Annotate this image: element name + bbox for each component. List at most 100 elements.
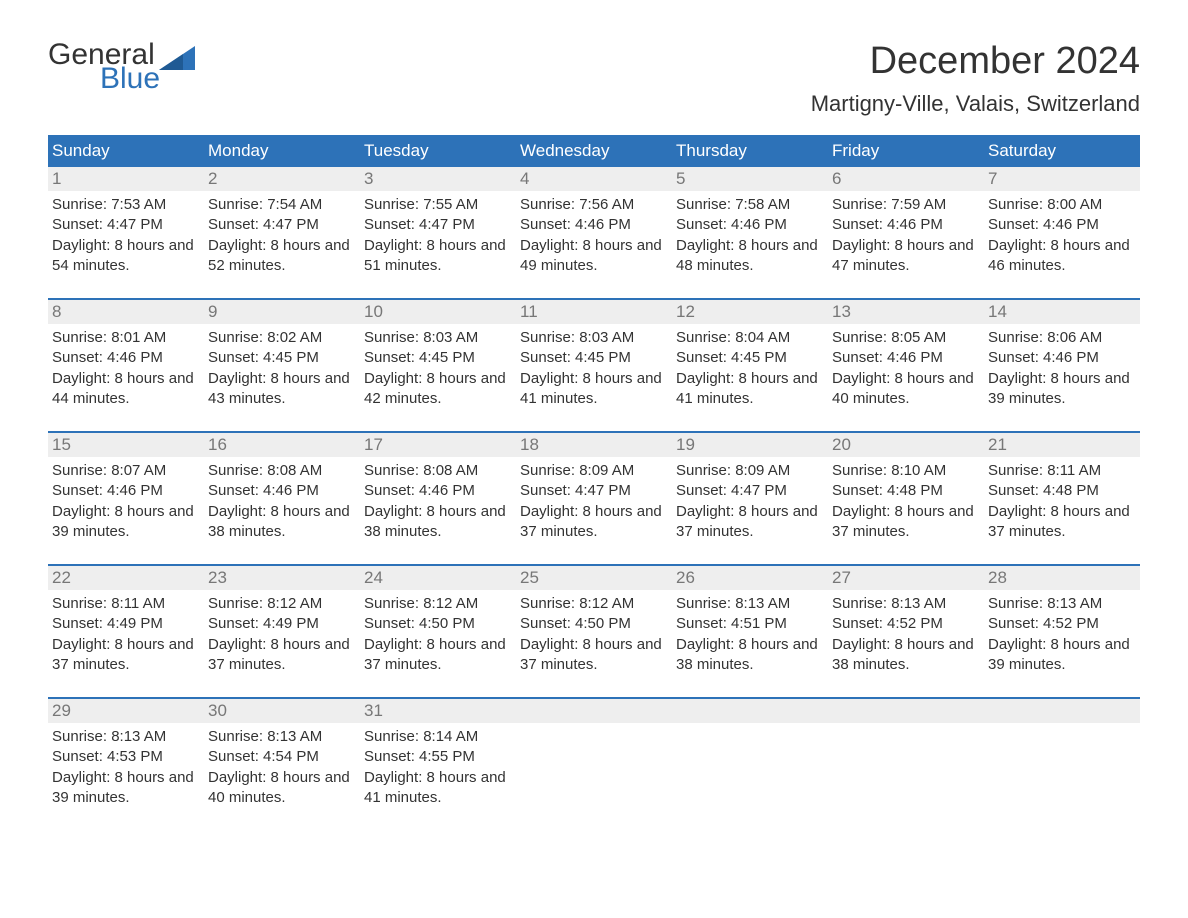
sunrise-text: Sunrise: 8:08 AM [208,461,356,481]
day-number: 18 [516,433,672,457]
day-body: Sunrise: 8:14 AMSunset: 4:55 PMDaylight:… [360,723,516,812]
daylight-text: Daylight: 8 hours and 54 minutes. [52,236,200,277]
day-cell: 9Sunrise: 8:02 AMSunset: 4:45 PMDaylight… [204,300,360,413]
day-body: Sunrise: 8:02 AMSunset: 4:45 PMDaylight:… [204,324,360,413]
day-body: Sunrise: 7:54 AMSunset: 4:47 PMDaylight:… [204,191,360,280]
day-number: 6 [828,167,984,191]
day-body: Sunrise: 8:03 AMSunset: 4:45 PMDaylight:… [360,324,516,413]
sunrise-text: Sunrise: 8:13 AM [676,594,824,614]
day-body: Sunrise: 8:05 AMSunset: 4:46 PMDaylight:… [828,324,984,413]
day-cell: 4Sunrise: 7:56 AMSunset: 4:46 PMDaylight… [516,167,672,280]
sunset-text: Sunset: 4:49 PM [52,614,200,634]
day-body: Sunrise: 8:09 AMSunset: 4:47 PMDaylight:… [516,457,672,546]
sunset-text: Sunset: 4:47 PM [676,481,824,501]
sunrise-text: Sunrise: 8:13 AM [988,594,1136,614]
sunset-text: Sunset: 4:48 PM [988,481,1136,501]
day-number: 14 [984,300,1140,324]
day-body: Sunrise: 8:13 AMSunset: 4:51 PMDaylight:… [672,590,828,679]
day-number-empty [984,699,1140,723]
day-body: Sunrise: 8:13 AMSunset: 4:53 PMDaylight:… [48,723,204,812]
sunset-text: Sunset: 4:46 PM [832,215,980,235]
day-number: 12 [672,300,828,324]
day-cell: 28Sunrise: 8:13 AMSunset: 4:52 PMDayligh… [984,566,1140,679]
day-number: 15 [48,433,204,457]
sunset-text: Sunset: 4:46 PM [52,481,200,501]
day-cell: 12Sunrise: 8:04 AMSunset: 4:45 PMDayligh… [672,300,828,413]
day-body: Sunrise: 8:13 AMSunset: 4:52 PMDaylight:… [828,590,984,679]
day-cell: 11Sunrise: 8:03 AMSunset: 4:45 PMDayligh… [516,300,672,413]
day-cell: 10Sunrise: 8:03 AMSunset: 4:45 PMDayligh… [360,300,516,413]
day-body: Sunrise: 8:00 AMSunset: 4:46 PMDaylight:… [984,191,1140,280]
week-row: 29Sunrise: 8:13 AMSunset: 4:53 PMDayligh… [48,697,1140,812]
day-cell: 14Sunrise: 8:06 AMSunset: 4:46 PMDayligh… [984,300,1140,413]
dow-cell: Tuesday [360,135,516,167]
day-cell: 30Sunrise: 8:13 AMSunset: 4:54 PMDayligh… [204,699,360,812]
sunrise-text: Sunrise: 8:08 AM [364,461,512,481]
day-number: 2 [204,167,360,191]
daylight-text: Daylight: 8 hours and 52 minutes. [208,236,356,277]
daylight-text: Daylight: 8 hours and 37 minutes. [208,635,356,676]
daylight-text: Daylight: 8 hours and 37 minutes. [364,635,512,676]
sunrise-text: Sunrise: 8:03 AM [364,328,512,348]
day-number: 20 [828,433,984,457]
dow-cell: Thursday [672,135,828,167]
sunset-text: Sunset: 4:48 PM [832,481,980,501]
week-row: 8Sunrise: 8:01 AMSunset: 4:46 PMDaylight… [48,298,1140,413]
day-cell: 16Sunrise: 8:08 AMSunset: 4:46 PMDayligh… [204,433,360,546]
day-body: Sunrise: 8:12 AMSunset: 4:49 PMDaylight:… [204,590,360,679]
day-number: 13 [828,300,984,324]
daylight-text: Daylight: 8 hours and 47 minutes. [832,236,980,277]
day-number: 8 [48,300,204,324]
sunset-text: Sunset: 4:46 PM [988,215,1136,235]
sunrise-text: Sunrise: 7:55 AM [364,195,512,215]
day-body: Sunrise: 8:10 AMSunset: 4:48 PMDaylight:… [828,457,984,546]
day-body: Sunrise: 8:12 AMSunset: 4:50 PMDaylight:… [360,590,516,679]
calendar: SundayMondayTuesdayWednesdayThursdayFrid… [48,135,1140,812]
daylight-text: Daylight: 8 hours and 38 minutes. [364,502,512,543]
logo-text-blue: Blue [48,64,195,94]
day-number: 5 [672,167,828,191]
day-body: Sunrise: 8:04 AMSunset: 4:45 PMDaylight:… [672,324,828,413]
day-number: 10 [360,300,516,324]
sunset-text: Sunset: 4:47 PM [52,215,200,235]
daylight-text: Daylight: 8 hours and 37 minutes. [988,502,1136,543]
sunrise-text: Sunrise: 8:01 AM [52,328,200,348]
day-number: 27 [828,566,984,590]
day-cell: 13Sunrise: 8:05 AMSunset: 4:46 PMDayligh… [828,300,984,413]
day-number: 24 [360,566,516,590]
sunrise-text: Sunrise: 8:13 AM [832,594,980,614]
day-cell: 7Sunrise: 8:00 AMSunset: 4:46 PMDaylight… [984,167,1140,280]
daylight-text: Daylight: 8 hours and 39 minutes. [988,369,1136,410]
sunset-text: Sunset: 4:52 PM [832,614,980,634]
day-cell: 1Sunrise: 7:53 AMSunset: 4:47 PMDaylight… [48,167,204,280]
sunrise-text: Sunrise: 8:11 AM [988,461,1136,481]
sunset-text: Sunset: 4:46 PM [676,215,824,235]
week-row: 22Sunrise: 8:11 AMSunset: 4:49 PMDayligh… [48,564,1140,679]
dow-cell: Sunday [48,135,204,167]
sunset-text: Sunset: 4:47 PM [520,481,668,501]
logo: General Blue [48,40,195,94]
header: General Blue December 2024 Martigny-Vill… [48,40,1140,117]
sunrise-text: Sunrise: 8:09 AM [676,461,824,481]
day-body: Sunrise: 8:08 AMSunset: 4:46 PMDaylight:… [204,457,360,546]
week-row: 15Sunrise: 8:07 AMSunset: 4:46 PMDayligh… [48,431,1140,546]
location: Martigny-Ville, Valais, Switzerland [811,91,1140,117]
day-cell: 29Sunrise: 8:13 AMSunset: 4:53 PMDayligh… [48,699,204,812]
day-number: 29 [48,699,204,723]
day-cell: 23Sunrise: 8:12 AMSunset: 4:49 PMDayligh… [204,566,360,679]
month-title: December 2024 [811,40,1140,83]
day-cell: 17Sunrise: 8:08 AMSunset: 4:46 PMDayligh… [360,433,516,546]
sunset-text: Sunset: 4:49 PM [208,614,356,634]
day-body: Sunrise: 7:55 AMSunset: 4:47 PMDaylight:… [360,191,516,280]
sunset-text: Sunset: 4:47 PM [208,215,356,235]
sunrise-text: Sunrise: 8:02 AM [208,328,356,348]
sunrise-text: Sunrise: 8:05 AM [832,328,980,348]
day-body: Sunrise: 8:12 AMSunset: 4:50 PMDaylight:… [516,590,672,679]
day-body: Sunrise: 8:13 AMSunset: 4:54 PMDaylight:… [204,723,360,812]
day-body: Sunrise: 8:11 AMSunset: 4:49 PMDaylight:… [48,590,204,679]
day-cell: 3Sunrise: 7:55 AMSunset: 4:47 PMDaylight… [360,167,516,280]
sunrise-text: Sunrise: 7:54 AM [208,195,356,215]
daylight-text: Daylight: 8 hours and 48 minutes. [676,236,824,277]
daylight-text: Daylight: 8 hours and 37 minutes. [520,502,668,543]
daylight-text: Daylight: 8 hours and 40 minutes. [832,369,980,410]
